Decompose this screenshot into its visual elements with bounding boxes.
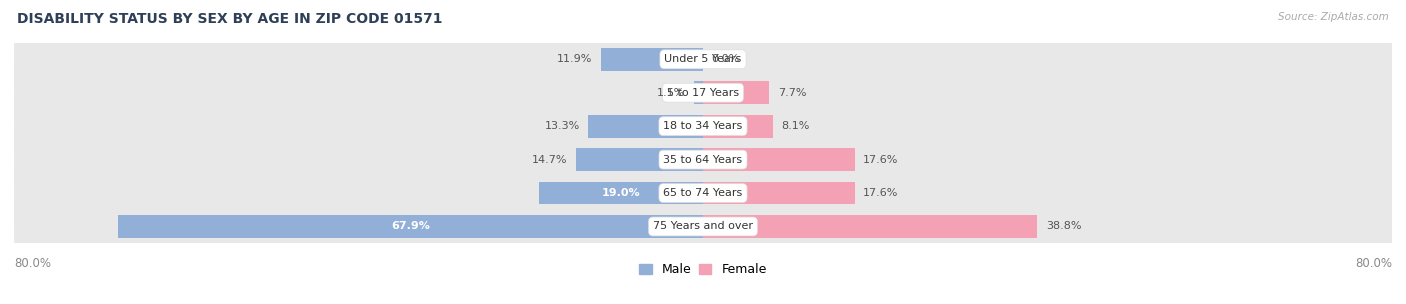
Text: 5 to 17 Years: 5 to 17 Years: [666, 88, 740, 98]
Bar: [703, 115, 773, 137]
Bar: [703, 148, 855, 171]
Bar: [703, 81, 769, 104]
Text: 38.8%: 38.8%: [1046, 222, 1081, 231]
Bar: [118, 215, 703, 238]
Text: 18 to 34 Years: 18 to 34 Years: [664, 121, 742, 131]
FancyBboxPatch shape: [14, 162, 1392, 224]
Bar: [540, 182, 703, 204]
Bar: [600, 48, 703, 71]
Text: 67.9%: 67.9%: [391, 222, 430, 231]
Bar: [589, 115, 703, 137]
FancyBboxPatch shape: [14, 62, 1392, 123]
Text: 19.0%: 19.0%: [602, 188, 641, 198]
Text: 13.3%: 13.3%: [544, 121, 579, 131]
Text: 17.6%: 17.6%: [863, 155, 898, 164]
Text: 80.0%: 80.0%: [1355, 257, 1392, 270]
Text: 7.7%: 7.7%: [778, 88, 807, 98]
Bar: [703, 215, 1038, 238]
Legend: Male, Female: Male, Female: [634, 258, 772, 281]
FancyBboxPatch shape: [14, 95, 1392, 157]
Bar: [703, 182, 855, 204]
Text: 1.1%: 1.1%: [657, 88, 685, 98]
FancyBboxPatch shape: [14, 29, 1392, 90]
Text: 11.9%: 11.9%: [557, 54, 592, 64]
Text: Under 5 Years: Under 5 Years: [665, 54, 741, 64]
Text: 80.0%: 80.0%: [14, 257, 51, 270]
Text: 17.6%: 17.6%: [863, 188, 898, 198]
Text: DISABILITY STATUS BY SEX BY AGE IN ZIP CODE 01571: DISABILITY STATUS BY SEX BY AGE IN ZIP C…: [17, 12, 443, 26]
Text: Source: ZipAtlas.com: Source: ZipAtlas.com: [1278, 12, 1389, 22]
Text: 14.7%: 14.7%: [533, 155, 568, 164]
FancyBboxPatch shape: [14, 196, 1392, 257]
Text: 0.0%: 0.0%: [711, 54, 740, 64]
Text: 8.1%: 8.1%: [782, 121, 810, 131]
Bar: [693, 81, 703, 104]
FancyBboxPatch shape: [14, 129, 1392, 190]
Bar: [576, 148, 703, 171]
Text: 35 to 64 Years: 35 to 64 Years: [664, 155, 742, 164]
Text: 75 Years and over: 75 Years and over: [652, 222, 754, 231]
Text: 65 to 74 Years: 65 to 74 Years: [664, 188, 742, 198]
